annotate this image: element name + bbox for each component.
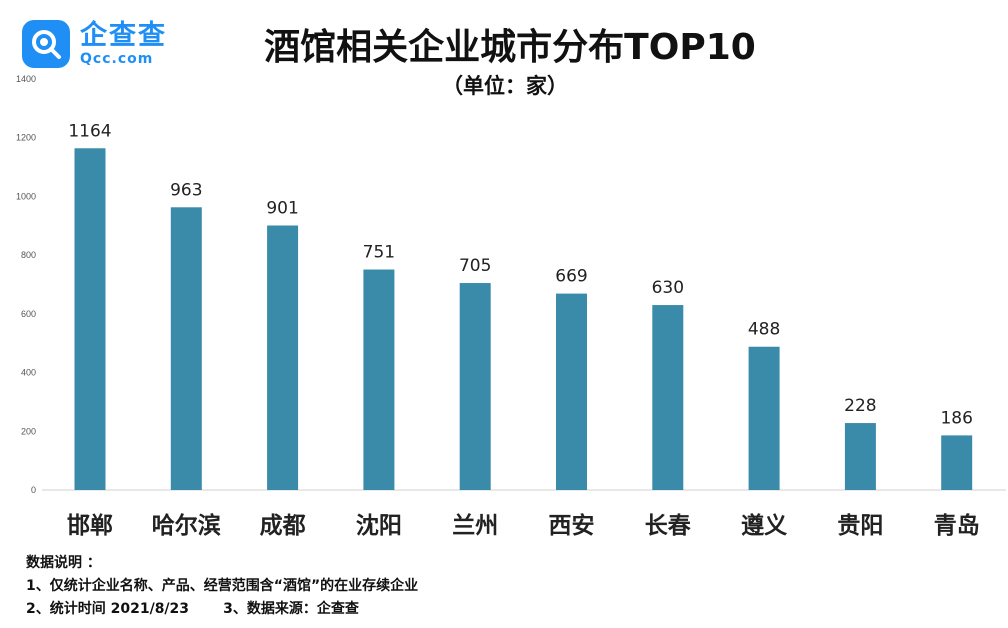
y-tick-label: 0 — [31, 485, 36, 495]
y-tick-label: 600 — [21, 309, 36, 319]
bar — [556, 293, 587, 490]
bar-value-label: 1164 — [68, 121, 111, 141]
bar — [459, 283, 491, 490]
bar — [267, 225, 299, 491]
bar — [844, 423, 876, 490]
notes-line-1: 1、仅统计企业名称、产品、经营范围含“酒馆”的在业存续企业 — [26, 578, 419, 594]
bar-value-label: 228 — [844, 396, 876, 416]
bar-value-label: 669 — [555, 267, 587, 287]
bar-value-label: 488 — [748, 320, 780, 340]
bar — [363, 269, 395, 490]
qcc-logo: 企查查 Qcc.com — [22, 20, 167, 68]
bar-value-label: 705 — [459, 256, 491, 276]
data-notes: 数据说明 ： 1、仅统计企业名称、产品、经营范围含“酒馆”的在业存续企业 2、统… — [26, 552, 418, 621]
category-label: 邯郸 — [67, 513, 113, 539]
y-tick-label: 200 — [21, 426, 36, 436]
bar-value-label: 901 — [266, 198, 298, 218]
category-label: 青岛 — [934, 512, 980, 539]
bar — [652, 305, 684, 490]
notes-line-2: 2、统计时间 2021/8/23 3、数据来源：企查查 — [26, 601, 359, 617]
bar-value-label: 186 — [940, 408, 972, 428]
logo-chinese-name: 企查查 — [80, 20, 167, 51]
bar-chart: 0 200 400 600 800 1000 1200 1400 1164 邯郸 963 哈尔滨 901… — [16, 74, 1006, 539]
bar-value-label: 751 — [363, 243, 395, 263]
chart-title: 酒馆相关企业城市分布TOP10 — [264, 27, 756, 68]
category-label: 兰州 — [452, 512, 498, 539]
category-label: 遵义 — [741, 512, 787, 539]
bar — [748, 346, 780, 490]
notes-heading: 数据说明 ： — [26, 555, 101, 571]
y-tick-label: 1400 — [16, 74, 36, 84]
bar-value-label: 630 — [652, 278, 684, 298]
category-label: 成都 — [260, 513, 306, 539]
category-label: 西安 — [549, 512, 595, 539]
y-tick-label: 1000 — [16, 191, 36, 201]
category-label: 长春 — [645, 513, 692, 539]
bar — [170, 207, 202, 490]
y-tick-label: 400 — [21, 368, 36, 378]
category-label: 贵阳 — [837, 513, 883, 539]
bar — [941, 435, 973, 490]
bar-value-label: 963 — [170, 180, 202, 200]
qcc-logo-icon — [22, 20, 70, 68]
category-label: 哈尔滨 — [152, 512, 221, 539]
y-tick-label: 1200 — [16, 133, 36, 143]
bar — [74, 148, 106, 491]
chart-unit: （单位：家） — [442, 74, 568, 98]
logo-domain: Qcc.com — [80, 51, 154, 67]
y-tick-label: 800 — [21, 250, 36, 260]
category-label: 沈阳 — [356, 513, 402, 539]
